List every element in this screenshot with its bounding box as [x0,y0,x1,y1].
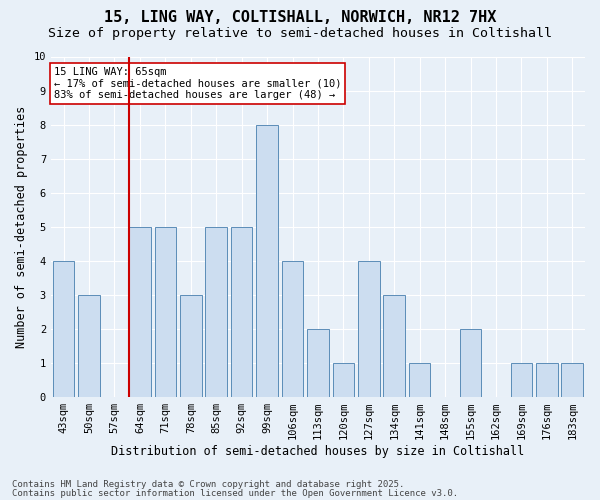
Bar [180,294,202,396]
Bar [383,294,405,396]
Bar [562,362,583,396]
Bar [307,328,329,396]
Bar [129,226,151,396]
Bar [511,362,532,396]
Bar [536,362,557,396]
Bar [231,226,253,396]
Text: Contains public sector information licensed under the Open Government Licence v3: Contains public sector information licen… [12,488,458,498]
Bar [358,260,380,396]
Bar [409,362,430,396]
Bar [256,124,278,396]
Bar [155,226,176,396]
X-axis label: Distribution of semi-detached houses by size in Coltishall: Distribution of semi-detached houses by … [112,444,524,458]
Text: Contains HM Land Registry data © Crown copyright and database right 2025.: Contains HM Land Registry data © Crown c… [12,480,404,489]
Text: 15, LING WAY, COLTISHALL, NORWICH, NR12 7HX: 15, LING WAY, COLTISHALL, NORWICH, NR12 … [104,10,496,25]
Text: 15 LING WAY: 65sqm
← 17% of semi-detached houses are smaller (10)
83% of semi-de: 15 LING WAY: 65sqm ← 17% of semi-detache… [53,66,341,100]
Bar [205,226,227,396]
Bar [78,294,100,396]
Y-axis label: Number of semi-detached properties: Number of semi-detached properties [15,106,28,348]
Bar [53,260,74,396]
Text: Size of property relative to semi-detached houses in Coltishall: Size of property relative to semi-detach… [48,28,552,40]
Bar [332,362,354,396]
Bar [460,328,481,396]
Bar [282,260,304,396]
